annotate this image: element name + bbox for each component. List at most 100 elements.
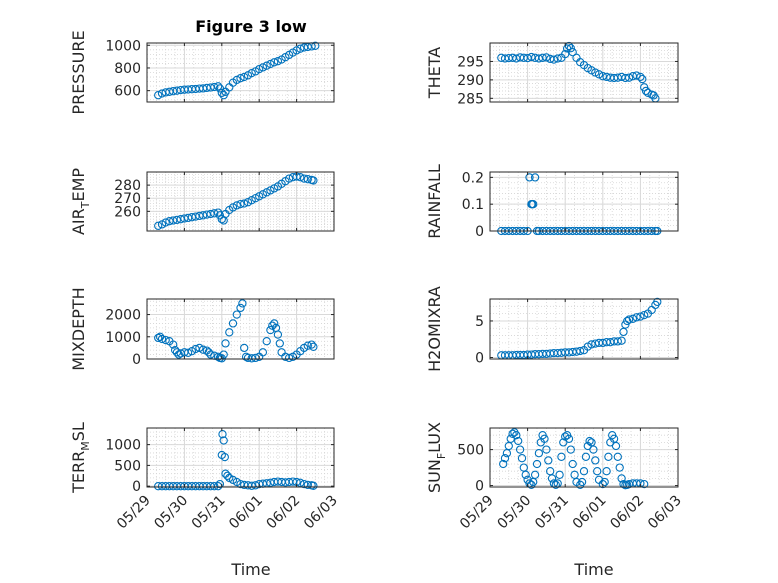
mixdepth-data-point [270, 319, 279, 328]
mixdepth-data-point [232, 310, 241, 319]
sun-flux-data-point [617, 474, 626, 483]
theta-data-point [638, 74, 647, 84]
sun-flux-data-point [540, 434, 549, 443]
theta-y-tick-label: 285 [457, 91, 484, 107]
theta-data-point [527, 52, 536, 62]
air-temp-data-point [210, 209, 219, 218]
sun-flux-data-point [604, 452, 613, 461]
h2omixra-data-point [613, 337, 622, 346]
terr-msl-x-tick-label: 06/02 [264, 493, 304, 533]
rainfall-axes-frame [489, 171, 679, 232]
mixdepth-data-point [219, 350, 228, 359]
sun-flux-data-point [564, 434, 574, 443]
air-temp-data-point [309, 176, 318, 185]
air-temp-data-point [240, 199, 249, 208]
air-temp-data-point [296, 173, 305, 182]
mixdepth-data-point [221, 339, 230, 348]
pressure-data-point [236, 74, 245, 83]
h2omixra-y-tick-label: 5 [475, 314, 484, 330]
mixdepth-data-point [284, 353, 294, 363]
theta-y-tick-label: 290 [457, 73, 484, 89]
pressure-data-point [270, 58, 279, 67]
x-axis-label-right: Time [573, 560, 613, 579]
pressure-data-point [311, 41, 320, 50]
air-temp-data-point [236, 199, 245, 209]
pressure-data-point [273, 57, 283, 66]
pressure-y-tick-label: 1000 [105, 38, 141, 54]
rainfall-data-point [530, 173, 540, 182]
pressure-data-point [255, 64, 264, 74]
h2omixra-data-point [623, 316, 632, 326]
h2omixra-data-point [624, 315, 634, 324]
sun-flux-data-point [551, 480, 560, 489]
theta-data-point [621, 73, 630, 83]
sun-flux-x-tick-label: 06/03 [645, 493, 685, 533]
sun-flux-data-point [517, 454, 527, 463]
mixdepth-data-point [240, 343, 249, 353]
theta-data-point [553, 54, 562, 63]
sun-flux-data-point [577, 477, 587, 487]
mixdepth-y-axis-label: MIXDEPTH [69, 287, 88, 370]
mixdepth-data-point [303, 341, 312, 350]
theta-data-point [624, 73, 634, 82]
sun-flux-data-point [508, 429, 517, 438]
subplot-h2omixra: 0 5 H2OMIXRA [425, 286, 679, 372]
terr-msl-data-point [309, 481, 318, 490]
mixdepth-data-point [238, 299, 247, 308]
sun-flux-data-point [555, 470, 564, 479]
mixdepth-data-point [183, 348, 193, 357]
rainfall-y-tick-label: 0.2 [462, 170, 484, 186]
rainfall-axes-background [490, 172, 678, 231]
air-temp-y-tick-label: 260 [114, 204, 141, 220]
mixdepth-data-point [262, 337, 271, 346]
mixdepth-data-point [266, 325, 275, 335]
sun-flux-data-point [544, 456, 553, 465]
air-temp-data-point [154, 221, 163, 230]
sun-flux-data-point [499, 459, 508, 469]
sun-flux-data-point [532, 459, 542, 469]
h2omixra-data-point [640, 310, 649, 320]
sun-flux-data-point [619, 479, 628, 489]
sun-flux-x-tick-label: 06/02 [607, 493, 647, 533]
pressure-data-point [240, 72, 249, 82]
sun-flux-data-point [559, 438, 568, 447]
terr-msl-x-tick-label: 06/01 [226, 493, 266, 533]
mixdepth-data-point [228, 319, 238, 328]
theta-y-axis-label: THETA [425, 47, 444, 99]
mixdepth-data-point [236, 303, 245, 313]
theta-data-point [549, 55, 559, 64]
pressure-data-point [247, 68, 256, 78]
sun-flux-data-point [600, 477, 609, 487]
sun-flux-data-point [611, 441, 621, 451]
mixdepth-y-tick-label: 1000 [105, 330, 141, 346]
terr-msl-data-point [219, 436, 228, 445]
sun-flux-x-tick-label: 05/29 [457, 493, 497, 533]
sun-flux-data-point [598, 479, 607, 489]
terr-msl-x-tick-label: 05/29 [114, 493, 154, 533]
pressure-y-axis-label: PRESSURE [69, 30, 88, 114]
figure-title: Figure 3 low [195, 17, 307, 36]
air-temp-y-tick-label: 280 [114, 178, 141, 194]
terr-msl-x-tick-label: 06/03 [301, 493, 341, 533]
pressure-y-tick-label: 800 [114, 61, 141, 77]
theta-y-tick-label: 295 [457, 54, 484, 70]
rainfall-data-point [525, 173, 534, 182]
theta-data-point [636, 72, 645, 82]
mixdepth-data-point [275, 339, 284, 348]
pressure-data-point [213, 82, 223, 91]
pressure-data-point [266, 59, 275, 69]
pressure-data-point [262, 61, 271, 70]
sun-flux-data-point [602, 467, 611, 476]
sun-flux-data-point [547, 474, 557, 483]
sun-flux-data-point [530, 470, 540, 479]
mixdepth-data-point [307, 340, 316, 349]
h2omixra-data-point [628, 314, 638, 323]
air-temp-data-point [161, 218, 170, 227]
mixdepth-y-tick-label: 2000 [105, 308, 141, 324]
terr-msl-data-point [220, 452, 229, 462]
subplot-pressure: 600 800 1000 PRESSURE [69, 30, 335, 115]
mixdepth-y-tick-label: 0 [132, 352, 141, 368]
sun-flux-data-point [500, 454, 510, 463]
